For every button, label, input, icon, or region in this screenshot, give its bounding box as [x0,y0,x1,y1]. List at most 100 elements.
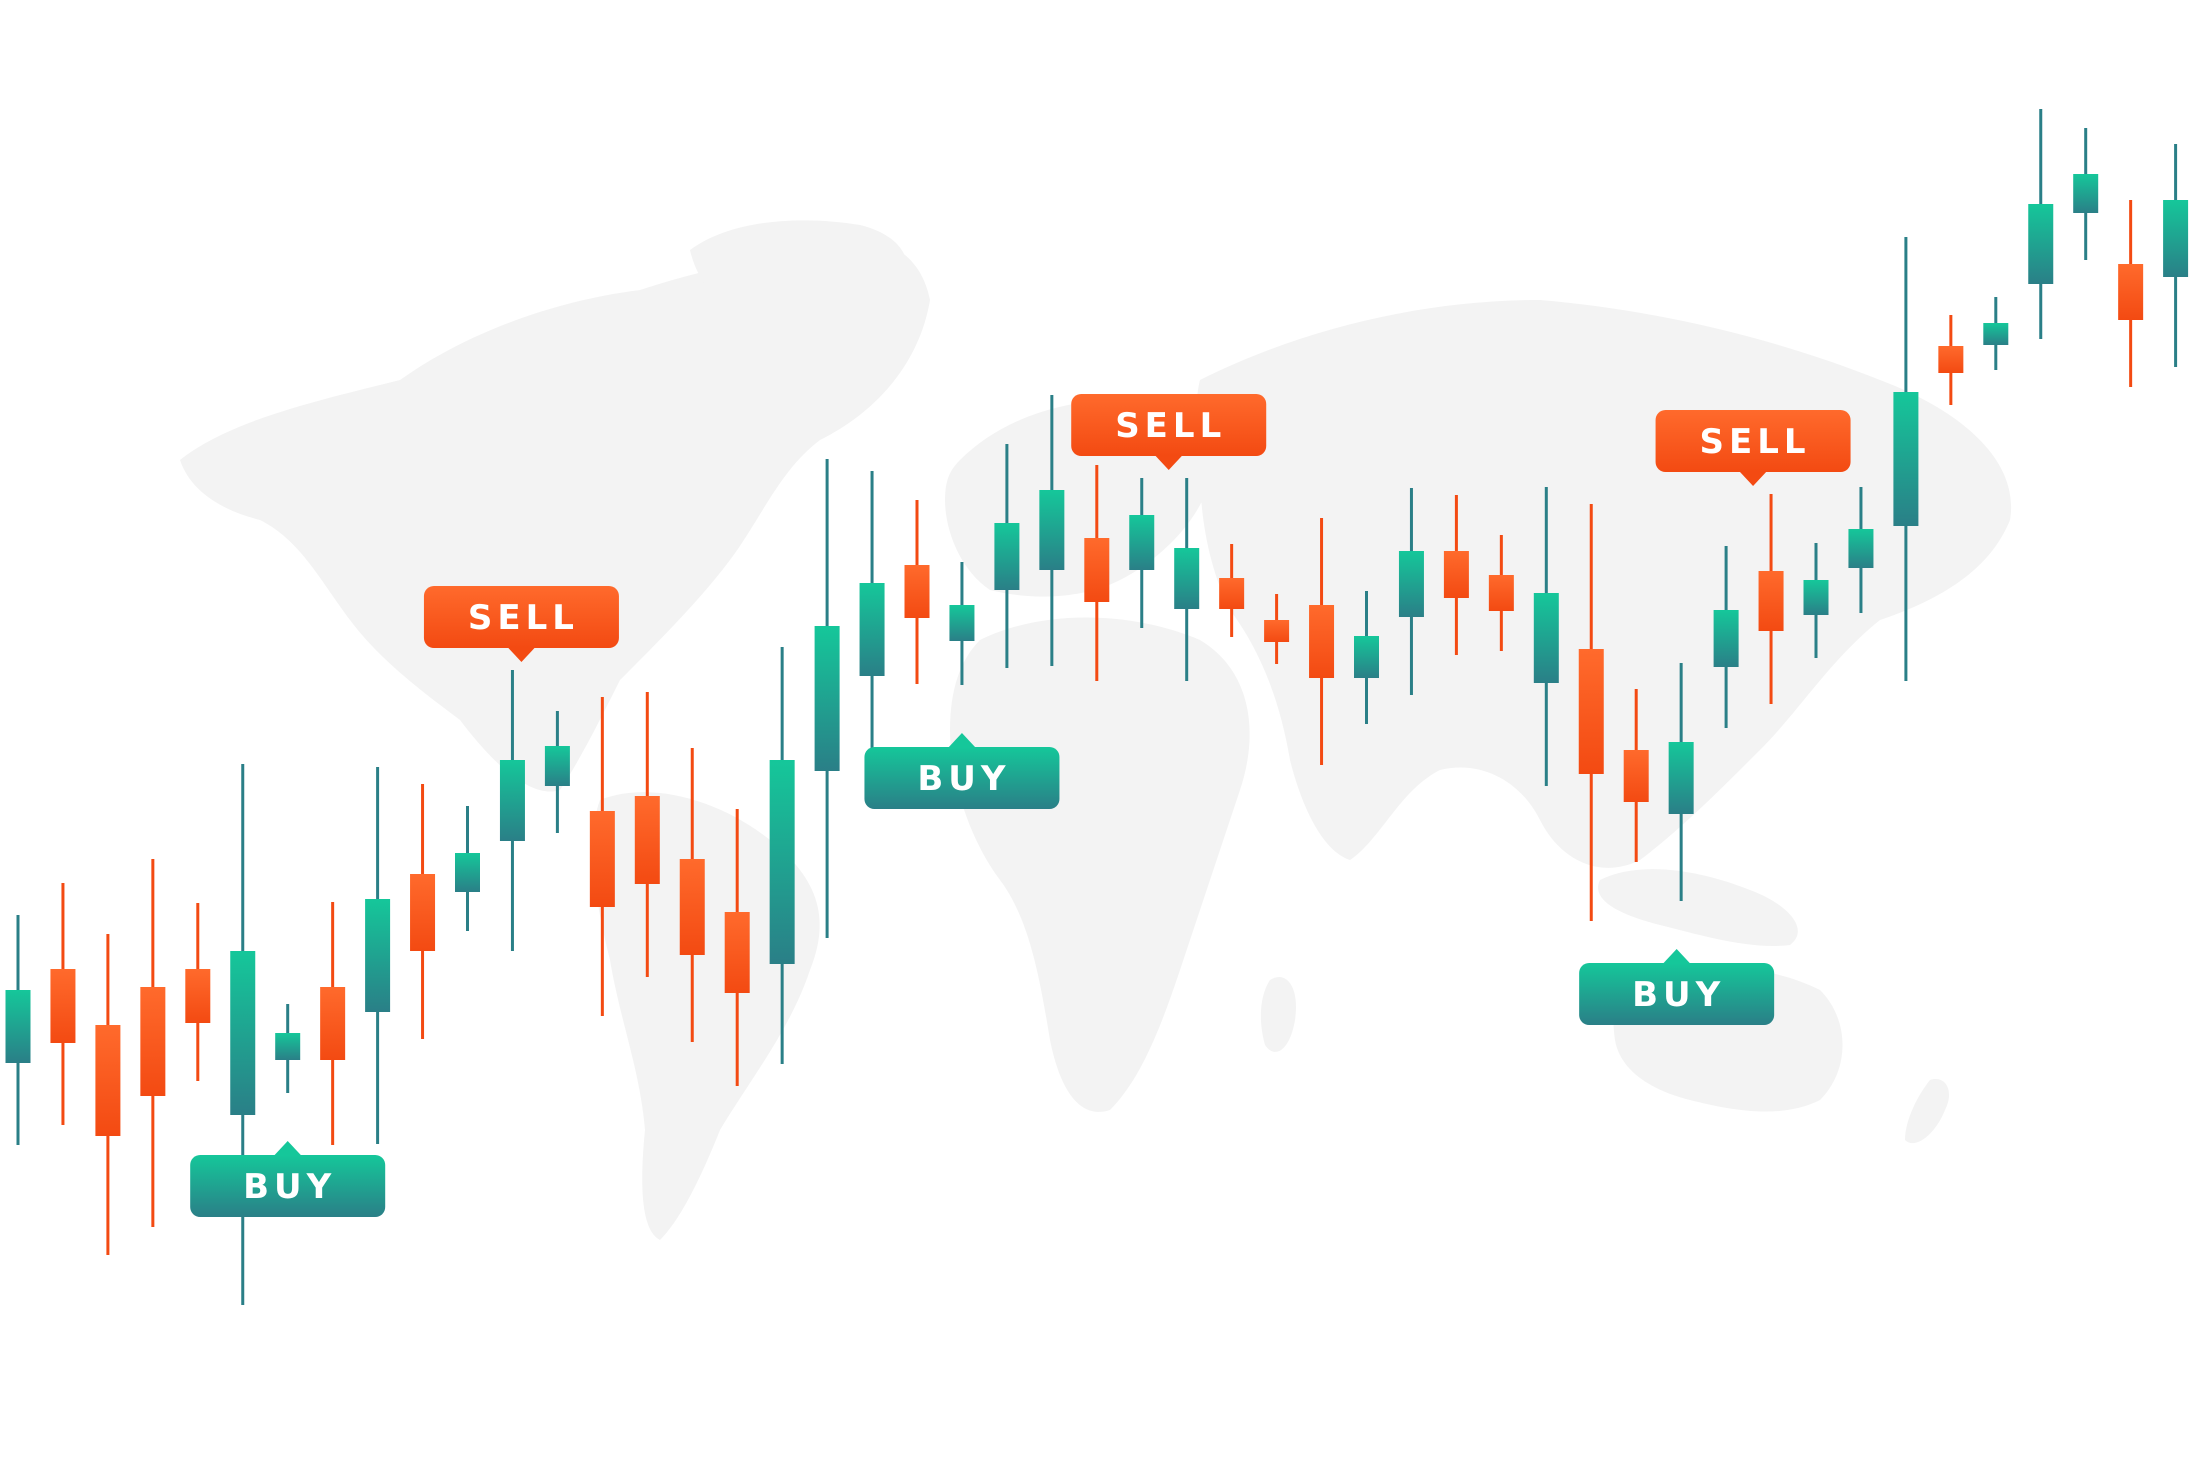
candle-body [1309,605,1335,678]
candle-body [1488,575,1514,611]
candle-body [2028,204,2054,284]
signal-tag-box [1071,394,1267,456]
candle-body [5,990,31,1063]
candle-14 [589,697,615,1016]
signal-label: SELL [468,598,579,638]
map-greenland [690,220,908,344]
candle-43 [1893,237,1919,681]
candle-24 [1039,395,1065,666]
candle-1 [5,915,31,1145]
candle-45 [1983,297,2009,370]
candle-20 [859,471,885,788]
candle-46 [2028,109,2054,339]
map-southeast-asia [1598,869,1798,946]
candle-28 [1219,544,1245,637]
signal-tag-box [423,586,619,648]
candle-body [1039,490,1065,570]
candle-body [1938,346,1964,373]
candle-31 [1354,591,1379,724]
candle-body [140,987,166,1096]
candle-6 [230,764,256,1305]
candle-body [1533,593,1559,683]
candle-body [1983,323,2009,345]
candle-body [1129,515,1155,570]
candle-body [1893,392,1919,526]
candle-body [275,1033,301,1060]
signal-label: BUY [243,1167,336,1207]
candle-25 [1084,465,1110,681]
candle-15 [634,692,660,977]
candle-body [679,859,705,955]
candle-22 [949,562,975,685]
candle-body [95,1025,121,1136]
candle-36 [1578,504,1604,921]
candle-body [50,969,76,1043]
candle-41 [1803,543,1829,658]
candle-body [1713,610,1739,667]
map-south-america [592,792,820,1240]
world-map-background [180,220,2012,1240]
candle-21 [904,500,930,684]
signal-tag-pointer [1662,949,1691,964]
signal-tag-box [1579,963,1775,1025]
candle-body [1084,538,1110,602]
signal-tag-box [864,747,1060,809]
candle-body [1219,578,1245,609]
candle-body [1398,551,1424,617]
candle-19 [814,459,840,938]
map-new-zealand [1905,1079,1950,1144]
candle-body [949,605,975,641]
candle-48 [2118,200,2144,387]
candle-body [1623,750,1649,802]
candle-27 [1174,478,1200,681]
candle-18 [769,647,795,1064]
map-africa [950,617,1250,1112]
candle-body [320,987,346,1060]
candle-body [230,951,256,1115]
candle-40 [1758,494,1784,704]
candle-body [544,746,570,786]
candle-body [1174,548,1200,609]
map-asia [1196,300,2012,868]
candle-26 [1129,478,1155,628]
candle-body [994,523,1020,590]
signal-buy-5: BUY [1579,949,1775,1025]
candle-35 [1533,487,1559,786]
candle-33 [1443,495,1469,655]
candle-49 [2163,144,2189,367]
signal-tag-pointer [1154,455,1183,470]
signal-buy-3: BUY [864,733,1060,809]
candle-10 [410,784,436,1039]
signal-label: BUY [1632,975,1725,1015]
candle-body [1264,620,1290,642]
candle-30 [1309,518,1335,765]
candle-29 [1264,594,1290,664]
candle-body [904,565,930,618]
candle-body [2163,200,2189,277]
candle-body [1668,742,1694,814]
signal-tag-box [1655,410,1851,472]
candle-body [410,874,436,951]
signals-layer: BUY SELL BUY SELL BUY SELL [190,394,1851,1217]
candle-body [1803,580,1829,615]
candle-11 [455,806,480,931]
signal-sell-4: SELL [1071,394,1267,470]
candle-23 [994,444,1020,668]
candle-39 [1713,546,1739,728]
candle-37 [1623,689,1649,862]
candle-16 [679,748,705,1042]
candle-7 [275,1004,301,1093]
candle-body [1578,649,1604,774]
signal-label: SELL [1700,422,1811,462]
candle-2 [50,883,76,1125]
candle-34 [1488,535,1514,651]
candle-body [1443,551,1469,598]
candle-5 [185,903,211,1081]
signal-label: SELL [1115,406,1226,446]
candles-layer [5,109,2189,1305]
signal-tag-pointer [507,647,536,662]
signal-buy-1: BUY [190,1141,386,1217]
candle-body [2073,174,2099,213]
candle-4 [140,859,166,1227]
candle-body [859,583,885,676]
